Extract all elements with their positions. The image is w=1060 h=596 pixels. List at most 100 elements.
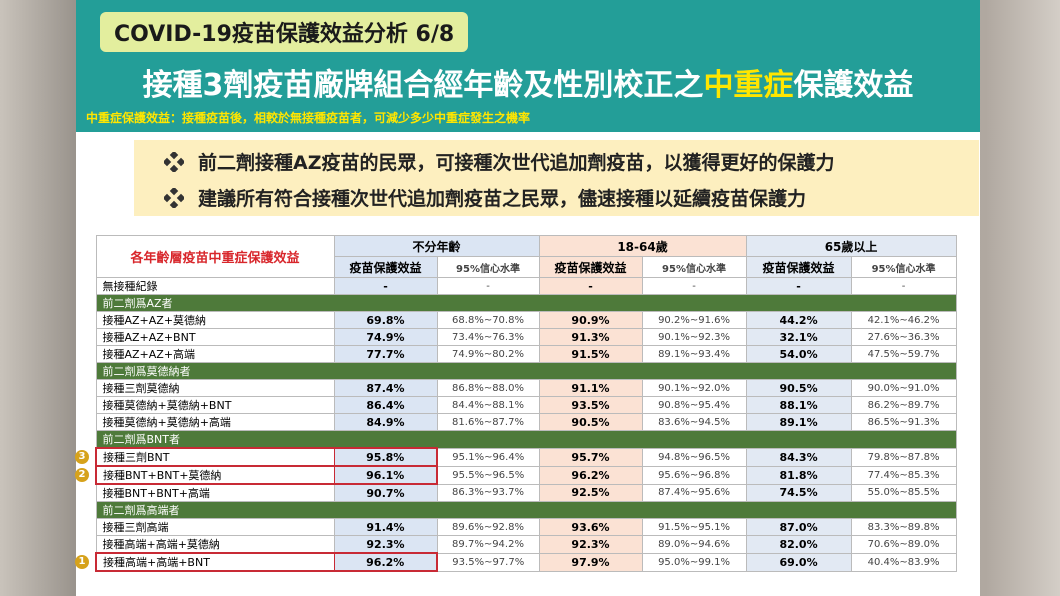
confidence-interval: 86.5%~91.3% bbox=[850, 413, 957, 431]
row-label: 接種莫德納+莫德納+高端 bbox=[95, 413, 335, 431]
rank-badge: 2 bbox=[75, 468, 89, 482]
table-row: 前二劑爲莫德納者 bbox=[95, 362, 957, 380]
confidence-interval: 74.9%~80.2% bbox=[436, 345, 540, 363]
title-text: 保護效益 bbox=[793, 68, 914, 103]
sub-header: 95%信心水準 bbox=[850, 256, 957, 278]
confidence-interval: 90.0%~91.0% bbox=[850, 379, 957, 397]
efficacy-value: - bbox=[538, 277, 643, 295]
efficacy-value: 90.9% bbox=[538, 311, 643, 329]
efficacy-value: 96.2% bbox=[333, 552, 438, 572]
confidence-interval: - bbox=[641, 277, 747, 295]
row-label-text: 接種三劑高端 bbox=[102, 521, 169, 534]
bullet-text: 前二劑接種AZ疫苗的民眾，可接種次世代追加劑疫苗，以獲得更好的保護力 bbox=[198, 152, 835, 174]
header-band: COVID-19疫苗保護效益分析 6/8 接種3劑疫苗廠牌組合經年齡及性別校正之… bbox=[76, 0, 980, 132]
sub-header: 95%信心水準 bbox=[641, 256, 747, 278]
table-row: 接種三劑BNT 3 95.8% 95.1%~96.4% 95.7% 94.8%~96.5%… bbox=[75, 447, 957, 467]
table-row: 接種高端+高端+BNT 1 96.2% 93.5%~97.7% 97.9% 95.0%~9… bbox=[75, 552, 957, 572]
row-label-text: 接種BNT+BNT+莫德納 bbox=[103, 469, 222, 482]
confidence-interval: 81.6%~87.7% bbox=[436, 413, 540, 431]
efficacy-value: 84.9% bbox=[333, 413, 438, 431]
efficacy-value: 95.8% bbox=[333, 447, 438, 467]
tag: COVID-19疫苗保護效益分析 6/8 bbox=[100, 12, 469, 52]
efficacy-value: 93.6% bbox=[538, 518, 643, 536]
table-row: 接種AZ+AZ+高端 77.7% 74.9%~80.2% 91.5% 89.1%~93.… bbox=[95, 345, 957, 363]
table-row: 前二劑爲高端者 bbox=[95, 501, 957, 519]
efficacy-value: 93.5% bbox=[538, 396, 643, 414]
efficacy-value: 92.3% bbox=[538, 535, 643, 554]
row-label: 接種高端+高端+莫德納 bbox=[95, 535, 335, 554]
efficacy-value: 74.9% bbox=[333, 328, 438, 346]
group-header: 65歲以上 bbox=[745, 235, 957, 257]
confidence-interval: - bbox=[436, 277, 540, 295]
efficacy-value: 91.5% bbox=[538, 345, 643, 363]
efficacy-value: 86.4% bbox=[333, 396, 438, 414]
table-row: 接種AZ+AZ+BNT 74.9% 73.4%~76.3% 91.3% 90.1%~92… bbox=[95, 328, 957, 346]
sub-header: 疫苗保護效益 bbox=[745, 256, 852, 278]
table-row: 接種高端+高端+莫德納 92.3% 89.7%~94.2% 92.3% 89.0%~94… bbox=[95, 535, 957, 554]
confidence-interval: 40.4%~83.9% bbox=[850, 552, 957, 572]
efficacy-value: 87.0% bbox=[745, 518, 852, 536]
confidence-interval: - bbox=[850, 277, 957, 295]
row-label-text: 接種莫德納+莫德納+BNT bbox=[102, 399, 232, 412]
row-label: 接種高端+高端+BNT 1 bbox=[75, 552, 335, 572]
confidence-interval: 93.5%~97.7% bbox=[436, 552, 540, 572]
slide: COVID-19疫苗保護效益分析 6/8 接種3劑疫苗廠牌組合經年齡及性別校正之… bbox=[75, 0, 980, 596]
bullet-box: 前二劑接種AZ疫苗的民眾，可接種次世代追加劑疫苗，以獲得更好的保護力 建議所有符… bbox=[134, 140, 979, 216]
confidence-interval: 95.6%~96.8% bbox=[641, 465, 747, 485]
confidence-interval: 42.1%~46.2% bbox=[850, 311, 957, 329]
efficacy-value: 88.1% bbox=[745, 396, 852, 414]
row-label-text: 接種AZ+AZ+高端 bbox=[102, 348, 196, 361]
table-row: 前二劑爲BNT者 bbox=[95, 430, 957, 449]
rank-badge: 1 bbox=[75, 555, 89, 569]
bullet: 建議所有符合接種次世代追加劑疫苗之民眾，儘速接種以延續疫苗保護力 bbox=[164, 184, 806, 211]
sub-header: 95%信心水準 bbox=[436, 256, 540, 278]
efficacy-value: 87.4% bbox=[333, 379, 438, 397]
confidence-interval: 95.0%~99.1% bbox=[641, 552, 747, 572]
rank-badge: 3 bbox=[75, 450, 89, 464]
efficacy-value: 96.2% bbox=[538, 465, 643, 485]
confidence-interval: 90.2%~91.6% bbox=[641, 311, 747, 329]
confidence-interval: 90.1%~92.3% bbox=[641, 328, 747, 346]
table-row: 接種三劑高端 91.4% 89.6%~92.8% 93.6% 91.5%~95.1% 87… bbox=[95, 518, 957, 536]
table: 各年齡層疫苗中重症保護效益 不分年齡 18-64歲 65歲以上 疫苗保護效益 95%信心水… bbox=[75, 235, 957, 572]
row-label-text: 接種AZ+AZ+BNT bbox=[102, 331, 196, 344]
confidence-interval: 95.1%~96.4% bbox=[436, 447, 540, 467]
efficacy-value: 91.3% bbox=[538, 328, 643, 346]
section-label: 前二劑爲AZ者 bbox=[95, 294, 957, 312]
confidence-interval: 47.5%~59.7% bbox=[850, 345, 957, 363]
row-label-text: 接種三劑BNT bbox=[103, 451, 170, 464]
efficacy-value: 92.3% bbox=[333, 535, 438, 554]
table-row: 接種三劑莫德納 87.4% 86.8%~88.0% 91.1% 90.1%~92.0% 9… bbox=[95, 379, 957, 397]
row-label: 接種AZ+AZ+高端 bbox=[95, 345, 335, 363]
efficacy-value: - bbox=[745, 277, 852, 295]
title-highlight: 中重症 bbox=[703, 68, 794, 103]
sub-header: 疫苗保護效益 bbox=[333, 256, 438, 278]
row-label-text: 接種高端+高端+莫德納 bbox=[102, 538, 220, 551]
bullet-icon bbox=[164, 151, 184, 172]
row-label-text: 接種三劑莫德納 bbox=[102, 382, 180, 395]
row-label-text: 接種BNT+BNT+高端 bbox=[102, 487, 210, 500]
confidence-interval: 89.6%~92.8% bbox=[436, 518, 540, 536]
section-label: 前二劑爲莫德納者 bbox=[95, 362, 957, 380]
table-row: 前二劑爲AZ者 bbox=[95, 294, 957, 312]
table-row: 接種莫德納+莫德納+BNT 86.4% 84.4%~88.1% 93.5% 90.8%~… bbox=[95, 396, 957, 414]
row-label: 接種三劑莫德納 bbox=[95, 379, 335, 397]
efficacy-value: 69.8% bbox=[333, 311, 438, 329]
confidence-interval: 70.6%~89.0% bbox=[850, 535, 957, 554]
table-row: 接種BNT+BNT+高端 90.7% 86.3%~93.7% 92.5% 87.4%~9… bbox=[95, 483, 957, 502]
confidence-interval: 89.1%~93.4% bbox=[641, 345, 747, 363]
row-label: 接種莫德納+莫德納+BNT bbox=[95, 396, 335, 414]
title-text: 接種3劑疫苗廠牌組合經年齡及性別校正之 bbox=[142, 68, 704, 103]
row-label: 接種AZ+AZ+莫德納 bbox=[95, 311, 335, 329]
group-header: 不分年齡 bbox=[333, 235, 540, 257]
confidence-interval: 89.0%~94.6% bbox=[641, 535, 747, 554]
efficacy-value: 90.7% bbox=[333, 483, 438, 502]
row-label-text: 接種高端+高端+BNT bbox=[103, 556, 210, 569]
efficacy-value: 82.0% bbox=[745, 535, 852, 554]
row-label-text: 接種莫德納+莫德納+高端 bbox=[102, 416, 231, 429]
efficacy-value: 74.5% bbox=[745, 483, 852, 502]
subtitle: 中重症保護效益：接種疫苗後，相較於無接種疫苗者，可減少多少中重症發生之機率 bbox=[86, 111, 531, 125]
bullet-icon bbox=[164, 187, 184, 208]
row-label: 接種三劑BNT 3 bbox=[75, 447, 335, 467]
confidence-interval: 86.3%~93.7% bbox=[436, 483, 540, 502]
